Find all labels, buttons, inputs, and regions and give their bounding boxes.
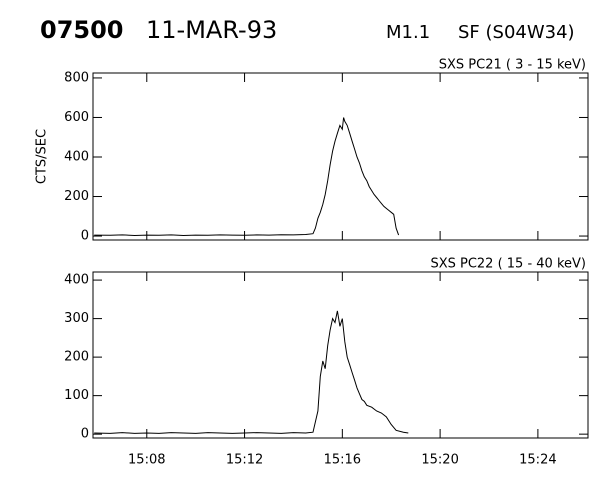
panel-title: SXS PC21 ( 3 - 15 keV) <box>439 58 586 73</box>
x-tick-label: 15:12 <box>226 453 263 468</box>
light-curve <box>94 310 409 434</box>
x-tick-label: 15:24 <box>519 453 556 468</box>
y-tick-label: 400 <box>64 273 89 288</box>
x-tick-label: 15:08 <box>128 453 165 468</box>
event-number: 07500 <box>40 16 124 44</box>
flare-info: SF (S04W34) <box>458 22 575 43</box>
y-tick-label: 100 <box>64 388 89 403</box>
y-axis-label: CTS/SEC <box>35 129 50 184</box>
y-tick-label: 0 <box>81 427 89 442</box>
plot-frame <box>92 271 589 439</box>
x-tick-label: 15:16 <box>324 453 361 468</box>
panel-title: SXS PC22 ( 15 - 40 keV) <box>430 257 586 272</box>
y-tick-label: 800 <box>64 70 89 85</box>
y-tick-label: 300 <box>64 311 89 326</box>
light-curve <box>94 117 400 237</box>
plot-frame <box>92 72 589 241</box>
date: 11-MAR-93 <box>146 16 277 44</box>
x-tick-label: 15:20 <box>421 453 458 468</box>
y-tick-label: 600 <box>64 110 89 125</box>
y-tick-label: 400 <box>64 149 89 164</box>
y-tick-label: 200 <box>64 350 89 365</box>
y-tick-label: 200 <box>64 189 89 204</box>
goes-class: M1.1 <box>386 22 430 43</box>
y-tick-label: 0 <box>81 229 89 244</box>
